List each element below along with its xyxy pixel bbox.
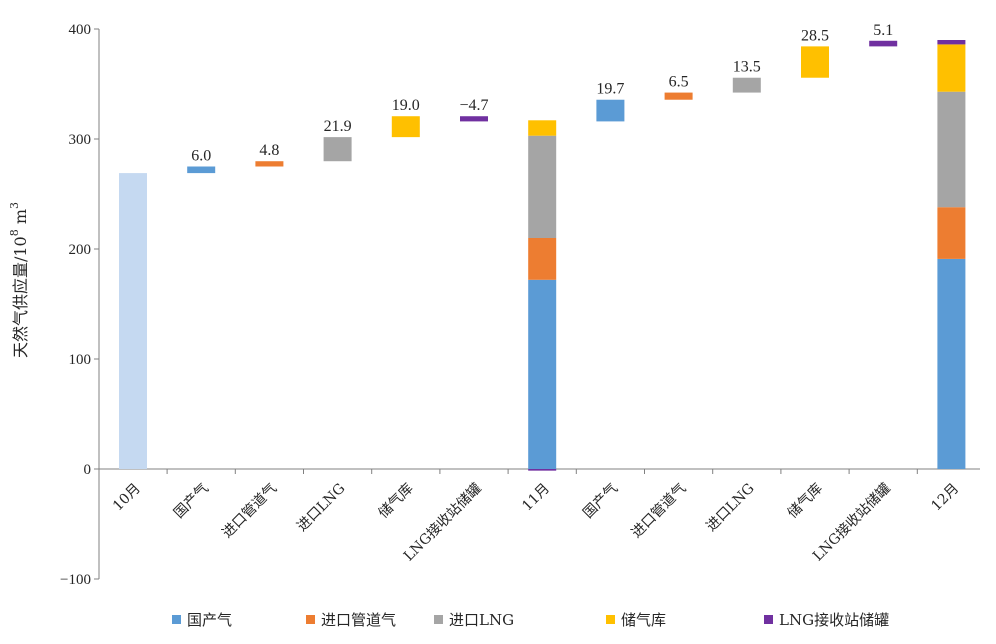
data-label: −4.7 xyxy=(459,97,488,114)
data-label: 19.0 xyxy=(392,97,420,114)
data-label: 5.1 xyxy=(873,22,893,39)
legend-item: 进口管道气 xyxy=(306,611,396,629)
x-category-label: 12月 xyxy=(928,481,962,515)
label-layer: 6.0 4.8 21.9 19.0 −4.7 19.7 6.5 13.5 28.5 5.1 xyxy=(191,22,893,165)
bar-delta xyxy=(869,40,898,47)
x-category-label: 进口管道气 xyxy=(219,481,280,542)
legend-item: 国产气 xyxy=(172,611,232,629)
legend-swatch xyxy=(434,615,443,624)
y-axis-title: 天然气供应量/108 m3 xyxy=(8,202,30,358)
bar-stack-segment xyxy=(937,91,966,208)
bar-delta xyxy=(323,137,352,162)
data-label: 28.5 xyxy=(801,27,829,44)
legend-label: 国产气 xyxy=(187,611,232,629)
x-category-label: 10月 xyxy=(110,481,144,515)
legend-swatch xyxy=(172,615,181,624)
x-category-label: 国产气 xyxy=(580,481,621,522)
y-axis-title-unit: m xyxy=(11,209,30,229)
legend-item: LNG接收站储罐 xyxy=(764,611,889,629)
y-tick-label: 0 xyxy=(84,462,92,478)
data-label: 21.9 xyxy=(324,118,352,135)
data-label: 4.8 xyxy=(259,142,279,159)
y-axis-title-sup: 8 xyxy=(8,229,21,236)
bar-stack-segment xyxy=(528,279,557,469)
bar-stack-segment xyxy=(937,40,966,45)
y-tick-label: 200 xyxy=(69,242,92,258)
data-label: 19.7 xyxy=(596,81,624,98)
data-label: 6.5 xyxy=(669,74,689,91)
y-tick-label: 300 xyxy=(69,132,92,148)
x-category-label: 国产气 xyxy=(171,481,212,522)
y-axis-title-main: 天然气供应量/10 xyxy=(11,236,30,358)
legend: 国产气 进口管道气 进口LNG 储气库 LNG接收站储罐 xyxy=(172,611,889,629)
data-label: 6.0 xyxy=(191,148,211,165)
bar-delta xyxy=(460,116,488,122)
y-tick-label: 100 xyxy=(69,352,92,368)
x-category-label: 进口LNG xyxy=(294,481,348,535)
legend-label: LNG接收站储罐 xyxy=(779,611,889,629)
bar-stack-segment xyxy=(528,469,557,471)
legend-swatch xyxy=(764,615,773,624)
x-category-label: 进口管道气 xyxy=(629,481,690,542)
legend-item: 进口LNG xyxy=(434,611,514,629)
x-category-label: 储气库 xyxy=(785,481,826,522)
legend-swatch xyxy=(606,615,615,624)
data-label: 13.5 xyxy=(733,59,761,76)
bar-delta xyxy=(596,99,625,122)
bar-stack-segment xyxy=(937,207,966,259)
bar-delta xyxy=(187,166,216,174)
bar-delta xyxy=(391,116,420,138)
y-tick-label: 400 xyxy=(69,22,92,38)
x-category-label: 11月 xyxy=(519,481,553,515)
bar-delta xyxy=(732,77,761,93)
bar-layer xyxy=(119,40,966,471)
legend-label: 进口LNG xyxy=(449,611,514,629)
x-category-label: 进口LNG xyxy=(703,481,757,535)
bar-stack-segment xyxy=(937,44,966,92)
bar-total xyxy=(119,173,147,469)
bar-stack-segment xyxy=(528,135,557,238)
x-category-label: 储气库 xyxy=(376,481,417,522)
bar-stack-segment xyxy=(937,258,966,469)
bar-stack-segment xyxy=(528,120,557,136)
legend-item: 储气库 xyxy=(606,611,666,629)
bar-delta xyxy=(255,161,284,167)
y-tick-label: −100 xyxy=(60,572,91,588)
bar-delta xyxy=(664,92,693,100)
bar-stack-segment xyxy=(528,238,557,280)
legend-label: 进口管道气 xyxy=(321,611,396,629)
bar-delta xyxy=(801,46,829,78)
y-axis-title-unit-sup: 3 xyxy=(8,202,21,209)
legend-label: 储气库 xyxy=(621,611,666,629)
legend-swatch xyxy=(306,615,315,624)
